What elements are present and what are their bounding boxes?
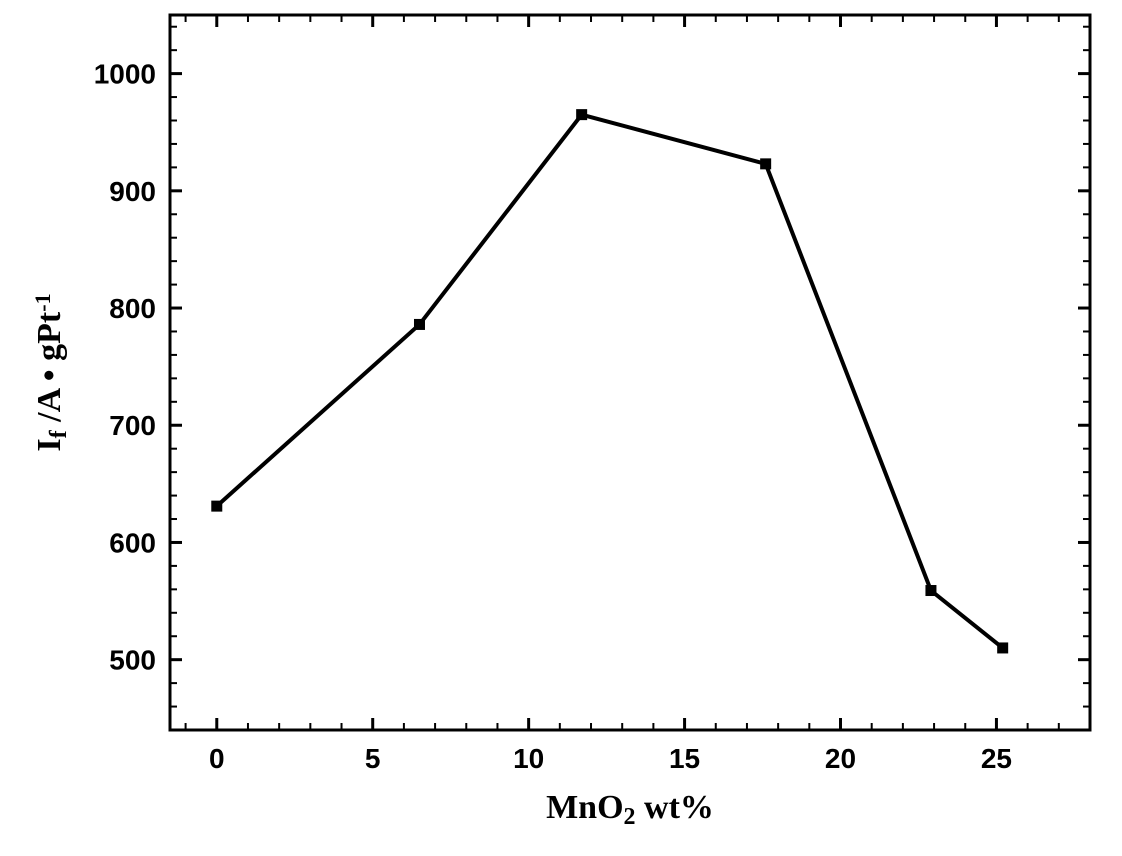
y-tick-label: 1000 [94,59,156,90]
x-tick-label: 5 [365,743,381,774]
y-axis-title: If /A • gPt-1 [30,293,72,451]
chart-root: 0 5 10 15 20 25 500 600 700 800 900 1000 MnO2 wt% If … [0,0,1122,856]
y-tick-label: 900 [109,176,156,207]
data-marker [414,319,424,329]
x-tick-label: 25 [981,743,1012,774]
x-axis-title: MnO2 wt% [546,789,714,830]
y-tick-label: 700 [109,410,156,441]
x-tick-label: 15 [669,743,700,774]
x-tick-label: 0 [209,743,225,774]
plot-frame [170,15,1090,730]
data-marker [212,501,222,511]
x-tick-label: 10 [513,743,544,774]
data-marker [926,586,936,596]
x-tick-label: 20 [825,743,856,774]
y-tick-label: 600 [109,527,156,558]
data-marker [577,110,587,120]
y-tick-label: 800 [109,293,156,324]
chart-svg: 0 5 10 15 20 25 500 600 700 800 900 1000 MnO2 wt% If … [0,0,1122,856]
series-line [217,115,1003,648]
data-marker [998,643,1008,653]
data-marker [761,159,771,169]
y-tick-label: 500 [109,645,156,676]
